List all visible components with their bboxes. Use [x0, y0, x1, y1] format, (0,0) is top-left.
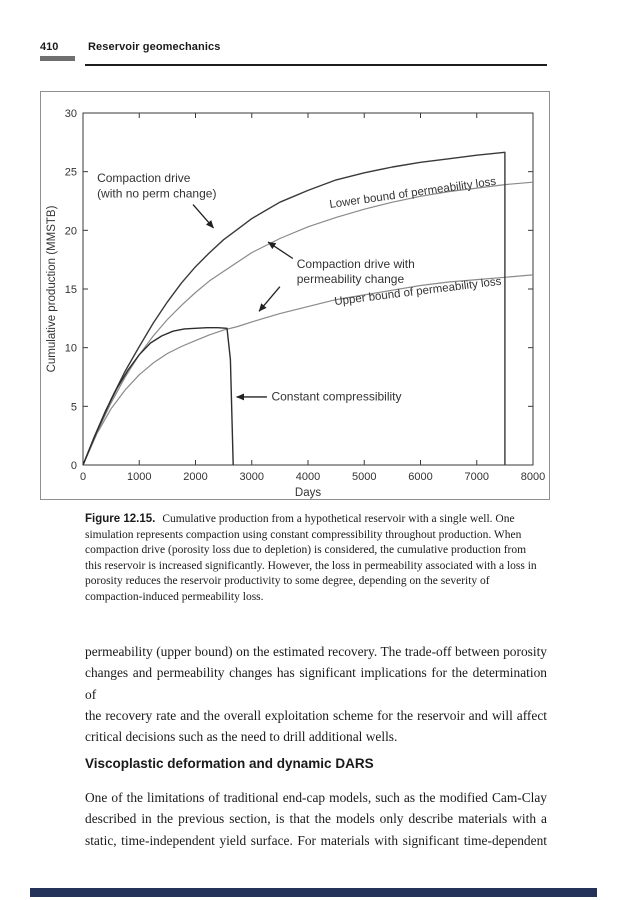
figure-caption: Figure 12.15. Cumulative production from … [85, 512, 548, 606]
body-paragraph-2: One of the limitations of traditional en… [85, 787, 547, 851]
page-number-underline-bar [40, 56, 75, 61]
y-axis-tick-labels: 0 5 10 15 20 25 30 [65, 108, 77, 472]
svg-text:Compaction drive: Compaction drive [97, 171, 191, 185]
svg-text:5: 5 [71, 401, 77, 413]
svg-text:1000: 1000 [127, 471, 151, 483]
svg-text:permeability change: permeability change [297, 272, 405, 286]
text-line: changes and permeability changes has sig… [85, 665, 547, 702]
series-compaction-drive-with-no-perm-change [82, 151, 506, 466]
text-line: static, time-independent yield surface. … [85, 832, 547, 848]
lower-bound-label: Lower bound of permeability loss [329, 176, 497, 211]
text-line: this reservoir is increased significantl… [85, 559, 537, 572]
series-upper-bound-of-permeability-loss [82, 274, 534, 466]
caption-first-line-text: Cumulative production from a hypothetica… [162, 513, 515, 525]
text-line: simulation represents compaction using c… [85, 528, 522, 541]
y-axis-ticks [83, 112, 533, 466]
section-heading: Viscoplastic deformation and dynamic DAR… [85, 756, 374, 771]
x-axis-ticks [82, 113, 534, 465]
svg-text:3000: 3000 [240, 471, 264, 483]
y-axis-label: Cumulative production (MMSTB) [46, 205, 58, 372]
text-line: compaction drive (porosity loss due to d… [85, 544, 527, 557]
header-rule [85, 64, 547, 66]
svg-text:Compaction drive with: Compaction drive with [297, 257, 415, 271]
series-curves [82, 151, 534, 466]
x-axis-label: Days [295, 487, 321, 499]
svg-text:30: 30 [65, 108, 77, 120]
svg-text:0: 0 [80, 471, 86, 483]
annotation-labels: Compaction drive(with no perm change) Low… [97, 171, 502, 403]
text-line: compaction-induced permeability loss. [85, 590, 264, 603]
caption-line: Figure 12.15. Cumulative production from … [85, 512, 548, 528]
text-line: porosity reduces the reservoir productiv… [85, 575, 490, 588]
body-paragraph-1: permeability (upper bound) on the estima… [85, 641, 547, 747]
svg-text:0: 0 [71, 460, 77, 472]
svg-text:5000: 5000 [352, 471, 376, 483]
figure-12-15: 0 1000 2000 3000 4000 5000 6000 7000 8000 0 5 10 15 2… [40, 91, 550, 500]
page-number: 410 [40, 41, 59, 53]
text-line: critical decisions such as the need to d… [85, 729, 398, 745]
annotation-arrows [192, 204, 294, 401]
running-title: Reservoir geomechanics [88, 41, 221, 53]
compaction-no-perm-label: Compaction drive(with no perm change) [97, 171, 216, 200]
svg-text:6000: 6000 [408, 471, 432, 483]
svg-text:Lower bound of permeability lo: Lower bound of permeability loss [329, 176, 497, 211]
svg-text:7000: 7000 [465, 471, 489, 483]
svg-text:10: 10 [65, 343, 77, 355]
x-axis-tick-labels: 0 1000 2000 3000 4000 5000 6000 7000 8000 [80, 471, 545, 483]
text-line: described in the previous section, is th… [85, 811, 547, 827]
production-chart: 0 1000 2000 3000 4000 5000 6000 7000 8000 0 5 10 15 2… [46, 108, 545, 499]
svg-text:15: 15 [65, 284, 77, 296]
text-line: permeability (upper bound) on the estima… [85, 644, 547, 659]
svg-text:25: 25 [65, 167, 77, 179]
svg-text:Constant compressibility: Constant compressibility [271, 389, 401, 403]
page-bottom-bar [30, 888, 597, 897]
figure-caption-label: Figure 12.15. [85, 513, 156, 525]
svg-text:8000: 8000 [521, 471, 545, 483]
svg-text:2000: 2000 [183, 471, 207, 483]
svg-text:20: 20 [65, 225, 77, 237]
text-line: One of the limitations of traditional en… [85, 790, 547, 805]
svg-text:4000: 4000 [296, 471, 320, 483]
series-lower-bound-of-permeability-loss [82, 181, 534, 466]
constant-compressibility-label: Constant compressibility [271, 389, 401, 403]
series-constant-compressibility [82, 326, 234, 466]
text-line: the recovery rate and the overall exploi… [85, 707, 547, 723]
svg-text:(with no perm change): (with no perm change) [97, 186, 216, 200]
caption-rest-lines: simulation represents compaction using c… [85, 528, 548, 606]
